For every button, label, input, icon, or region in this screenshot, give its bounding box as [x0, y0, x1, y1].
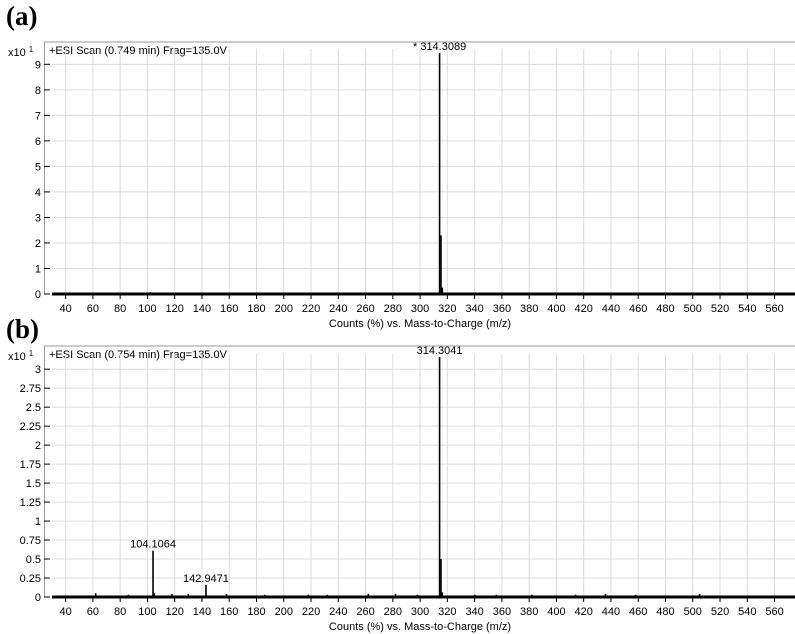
spectrum-b-peak-label: 104.1064 — [130, 539, 176, 551]
spectrum-b-y-multiplier: x10 1 — [8, 349, 34, 363]
spectrum-a-y-tick-label: 9 — [35, 59, 41, 71]
spectrum-b-x-tick-label: 320 — [438, 606, 456, 618]
spectrum-a-x-tick-label: 540 — [738, 303, 756, 315]
spectrum-b-x-tick-label: 160 — [220, 606, 238, 618]
mass-spectrum-b: x10 1 +ESI Scan (0.754 min) Frag=135.0V 0 0.… — [8, 345, 795, 633]
spectrum-b-x-tick-label: 220 — [302, 606, 320, 618]
spectrum-b-y-tick-label: 0.25 — [20, 573, 41, 585]
spectrum-b-x-tick-label: 240 — [329, 606, 347, 618]
spectrum-a-y-tick-label: 3 — [35, 212, 41, 224]
spectrum-b-x-tick-label: 380 — [520, 606, 538, 618]
spectrum-b-x-tick-label: 540 — [738, 606, 756, 618]
spectrum-b-x-tick-label: 400 — [547, 606, 565, 618]
spectrum-b-x-tick-label: 480 — [656, 606, 674, 618]
spectrum-a-x-tick-label: 460 — [629, 303, 647, 315]
spectrum-a-x-tick-label: 300 — [411, 303, 429, 315]
spectrum-a-y-tick-label: 8 — [35, 85, 41, 97]
spectrum-a-y-tick-label: 0 — [35, 289, 41, 301]
mass-spectrum-a: x10 1 +ESI Scan (0.749 min) Frag=135.0V012… — [8, 41, 795, 330]
spectrum-b-x-tick-label: 440 — [602, 606, 620, 618]
spectrum-a-y-tick-label: 6 — [35, 136, 41, 148]
spectrum-b-x-tick-label: 140 — [193, 606, 211, 618]
spectrum-a-y-tick-label: 5 — [35, 161, 41, 173]
spectrum-a-x-tick-label: 200 — [275, 303, 293, 315]
spectrum-b-peak-label: 314.3041 — [417, 345, 463, 357]
spectrum-a-x-tick-label: 480 — [656, 303, 674, 315]
spectrum-a-x-tick-label: 500 — [684, 303, 702, 315]
spectrum-b-x-tick-label: 60 — [87, 606, 99, 618]
spectrum-b-x-tick-label: 500 — [684, 606, 702, 618]
spectrum-b-y-tick-label: 1.75 — [20, 459, 41, 471]
spectrum-a-x-tick-label: 120 — [166, 303, 184, 315]
spectrum-a-scan-label: +ESI Scan (0.749 min) Frag=135.0V — [49, 45, 228, 57]
spectrum-b-x-axis-title: Counts (%) vs. Mass-to-Charge (m/z) — [329, 621, 511, 633]
spectrum-b-x-tick-label: 520 — [711, 606, 729, 618]
spectrum-b-x-tick-label: 460 — [629, 606, 647, 618]
spectrum-a-x-tick-label: 560 — [765, 303, 783, 315]
spectrum-a-x-tick-label: 220 — [302, 303, 320, 315]
spectrum-a-x-tick-label: 80 — [114, 303, 126, 315]
panel-letter-a: (a) — [6, 1, 38, 31]
spectrum-a-x-tick-label: 360 — [493, 303, 511, 315]
spectrum-a-x-tick-label: 380 — [520, 303, 538, 315]
spectrum-b-y-tick-label: 0.5 — [26, 554, 41, 566]
spectrum-a-x-tick-label: 320 — [438, 303, 456, 315]
spectrum-b-x-tick-label: 100 — [138, 606, 156, 618]
spectrum-b-y-tick-label: 1.25 — [20, 497, 41, 509]
spectrum-a-x-tick-label: 260 — [356, 303, 374, 315]
spectrum-b-x-tick-label: 300 — [411, 606, 429, 618]
spectrum-a-x-tick-label: 140 — [193, 303, 211, 315]
spectrum-a-x-tick-label: 180 — [247, 303, 265, 315]
spectrum-b-x-tick-label: 200 — [275, 606, 293, 618]
spectrum-a-y-tick-label: 2 — [35, 238, 41, 250]
spectrum-a-x-tick-label: 420 — [575, 303, 593, 315]
spectrum-b-y-tick-label: 3 — [35, 364, 41, 376]
spectrum-b-x-tick-label: 420 — [575, 606, 593, 618]
spectrum-b-x-tick-label: 40 — [60, 606, 72, 618]
spectrum-a-peak-label: * 314.3089 — [413, 41, 466, 53]
spectrum-a-x-tick-label: 100 — [138, 303, 156, 315]
spectrum-b-x-tick-label: 360 — [493, 606, 511, 618]
spectrum-a-x-tick-label: 40 — [60, 303, 72, 315]
spectrum-a-x-tick-label: 240 — [329, 303, 347, 315]
spectrum-b-x-tick-label: 120 — [166, 606, 184, 618]
spectrum-b-y-tick-label: 0.75 — [20, 535, 41, 547]
spectrum-a-y-tick-label: 7 — [35, 110, 41, 122]
spectrum-a-y-tick-label: 4 — [35, 187, 41, 199]
spectrum-a-x-tick-label: 160 — [220, 303, 238, 315]
spectrum-b-y-tick-label: 1.5 — [26, 478, 41, 490]
spectrum-a-x-tick-label: 340 — [465, 303, 483, 315]
spectrum-b-scan-label: +ESI Scan (0.754 min) Frag=135.0V — [49, 349, 228, 361]
spectrum-b-y-tick-label: 2.25 — [20, 421, 41, 433]
panel-letter-b: (b) — [6, 314, 39, 344]
spectrum-b-x-tick-label: 80 — [114, 606, 126, 618]
spectrum-b-x-tick-label: 280 — [384, 606, 402, 618]
spectrum-b-y-tick-label: 2.5 — [26, 402, 41, 414]
spectrum-b-x-tick-label: 260 — [356, 606, 374, 618]
spectrum-a-x-tick-label: 400 — [547, 303, 565, 315]
spectrum-a-y-tick-label: 1 — [35, 263, 41, 275]
spectrum-a-x-tick-label: 440 — [602, 303, 620, 315]
spectrum-b-x-tick-label: 180 — [247, 606, 265, 618]
spectrum-a-x-tick-label: 280 — [384, 303, 402, 315]
spectrum-a-x-tick-label: 60 — [87, 303, 99, 315]
spectrum-b-y-tick-label: 2 — [35, 440, 41, 452]
spectrum-b-x-tick-label: 560 — [765, 606, 783, 618]
spectrum-b-y-tick-label: 1 — [35, 516, 41, 528]
spectrum-b-y-tick-label: 2.75 — [20, 383, 41, 395]
spectrum-b-y-tick-label: 0 — [35, 592, 41, 604]
spectrum-b-x-tick-label: 340 — [465, 606, 483, 618]
spectrum-a-x-axis-title: Counts (%) vs. Mass-to-Charge (m/z) — [329, 318, 511, 330]
spectrum-b-peak-label: 142.9471 — [183, 573, 229, 585]
spectrum-a-x-tick-label: 520 — [711, 303, 729, 315]
spectrum-a-y-multiplier: x10 1 — [8, 45, 34, 59]
